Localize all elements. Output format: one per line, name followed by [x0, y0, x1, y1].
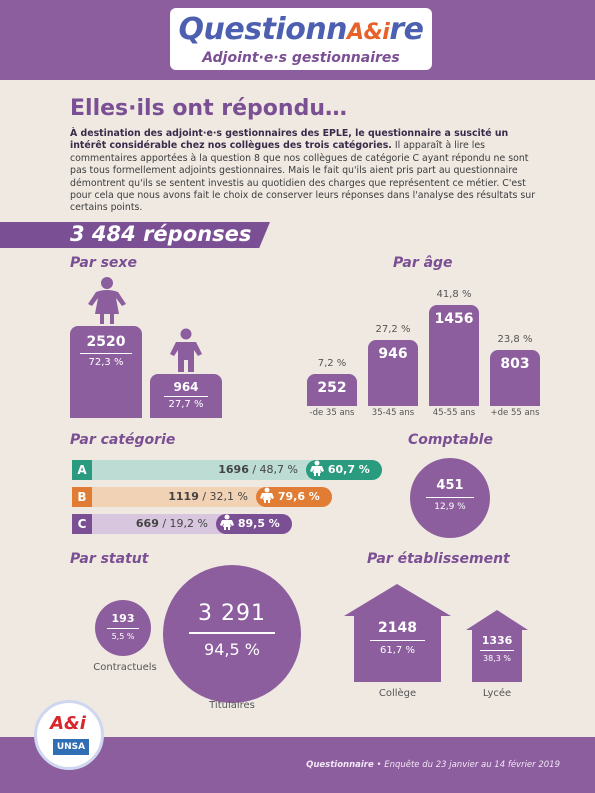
lycee-count: 1336 [481, 634, 513, 647]
age-pct-label: 23,8 % [497, 334, 533, 345]
comptable-title: Comptable [408, 432, 493, 448]
age-bar: 803 [490, 350, 540, 406]
comptable-pct: 12,9 % [434, 502, 466, 512]
etablissement-title: Par établissement [367, 551, 510, 567]
age-title: Par âge [393, 255, 453, 271]
footer-survey-dates: • Enquête du 23 janvier au 14 février 20… [373, 760, 560, 770]
responses-count: 3 484 réponses [70, 222, 252, 246]
statut-title: Par statut [70, 551, 149, 567]
college-values: 2148 61,7 % [354, 620, 441, 656]
woman-icon [260, 487, 274, 503]
comptable-circle: 451 12,9 % [410, 458, 490, 538]
comptable-count: 451 [436, 478, 464, 493]
titulaires-circle: 3 291 94,5 % [163, 565, 301, 703]
badge-main-text: A&i [50, 713, 86, 734]
women-pct: 72,3 % [88, 357, 124, 368]
contractuels-pct: 5,5 % [111, 632, 135, 641]
category-value: 1119 / 32,1 % [168, 490, 248, 503]
age-bar: 946 [368, 340, 418, 406]
sexe-title: Par sexe [70, 255, 137, 271]
ai-unsa-badge: A&i UNSA [34, 700, 104, 770]
header-subtitle: Adjoint·e·s gestionnaires [202, 50, 400, 66]
age-category-label: 35-45 ans [371, 408, 415, 418]
category-letter: A [72, 460, 92, 480]
questionnaire-logo: QuestionnA&ire [178, 12, 424, 47]
age-category-label: 45-55 ans [432, 408, 476, 418]
responses-banner [0, 222, 270, 248]
lycee-label: Lycée [482, 688, 512, 699]
lycee-house-icon [466, 610, 528, 682]
category-women-share: 79,6 % [256, 487, 332, 507]
age-category-label: -de 35 ans [309, 408, 355, 418]
footer-bold: Questionnaire [306, 760, 374, 770]
college-label: Collège [378, 688, 417, 699]
section-title: Elles·ils ont répondu… [70, 96, 347, 121]
category-letter: B [72, 487, 92, 507]
man-icon [170, 328, 202, 372]
footer-text: Questionnaire • Enquête du 23 janvier au… [220, 760, 560, 770]
age-bar: 1456 [429, 305, 479, 406]
badge-sub-text: UNSA [53, 739, 89, 755]
intro-bold-text: À destination des adjoint·e·s gestionnai… [70, 128, 509, 152]
women-count: 2520 [86, 334, 126, 350]
category-value: 1696 / 48,7 % [218, 463, 298, 476]
men-count: 964 [173, 380, 199, 394]
age-category-label: +de 55 ans [490, 408, 540, 418]
age-pct-label: 41,8 % [436, 289, 472, 300]
category-women-share: 89,5 % [216, 514, 292, 534]
titulaires-label: Titulaires [209, 700, 255, 711]
contractuels-label: Contractuels [93, 662, 157, 673]
woman-icon [310, 460, 324, 476]
logo-ai-mark: A&i [347, 20, 390, 45]
women-bar: 2520 72,3 % [70, 326, 142, 418]
men-pct: 27,7 % [168, 399, 204, 410]
intro-body-text: Il apparaît à lire les commentaires appo… [70, 140, 536, 214]
category-value: 669 / 19,2 % [135, 517, 208, 530]
age-bar: 252 [307, 374, 357, 406]
category-letter: C [72, 514, 92, 534]
category-women-share: 60,7 % [306, 460, 382, 480]
contractuels-circle: 193 5,5 % [95, 600, 151, 656]
college-house-icon [344, 584, 451, 682]
college-pct: 61,7 % [380, 645, 415, 656]
categorie-title: Par catégorie [70, 432, 176, 448]
age-pct-label: 27,2 % [375, 324, 411, 335]
titulaires-count: 3 291 [198, 601, 266, 626]
titulaires-pct: 94,5 % [204, 640, 260, 659]
lycee-pct: 38,3 % [483, 654, 511, 663]
lycee-values: 1336 38,3 % [472, 634, 522, 663]
age-pct-label: 7,2 % [317, 358, 347, 369]
college-count: 2148 [378, 620, 417, 636]
men-bar: 964 27,7 % [150, 374, 222, 418]
logo-background [170, 8, 432, 70]
woman-icon [88, 277, 126, 324]
woman-icon [220, 514, 234, 530]
contractuels-count: 193 [111, 612, 135, 625]
intro-paragraph: À destination des adjoint·e·s gestionnai… [70, 128, 540, 215]
